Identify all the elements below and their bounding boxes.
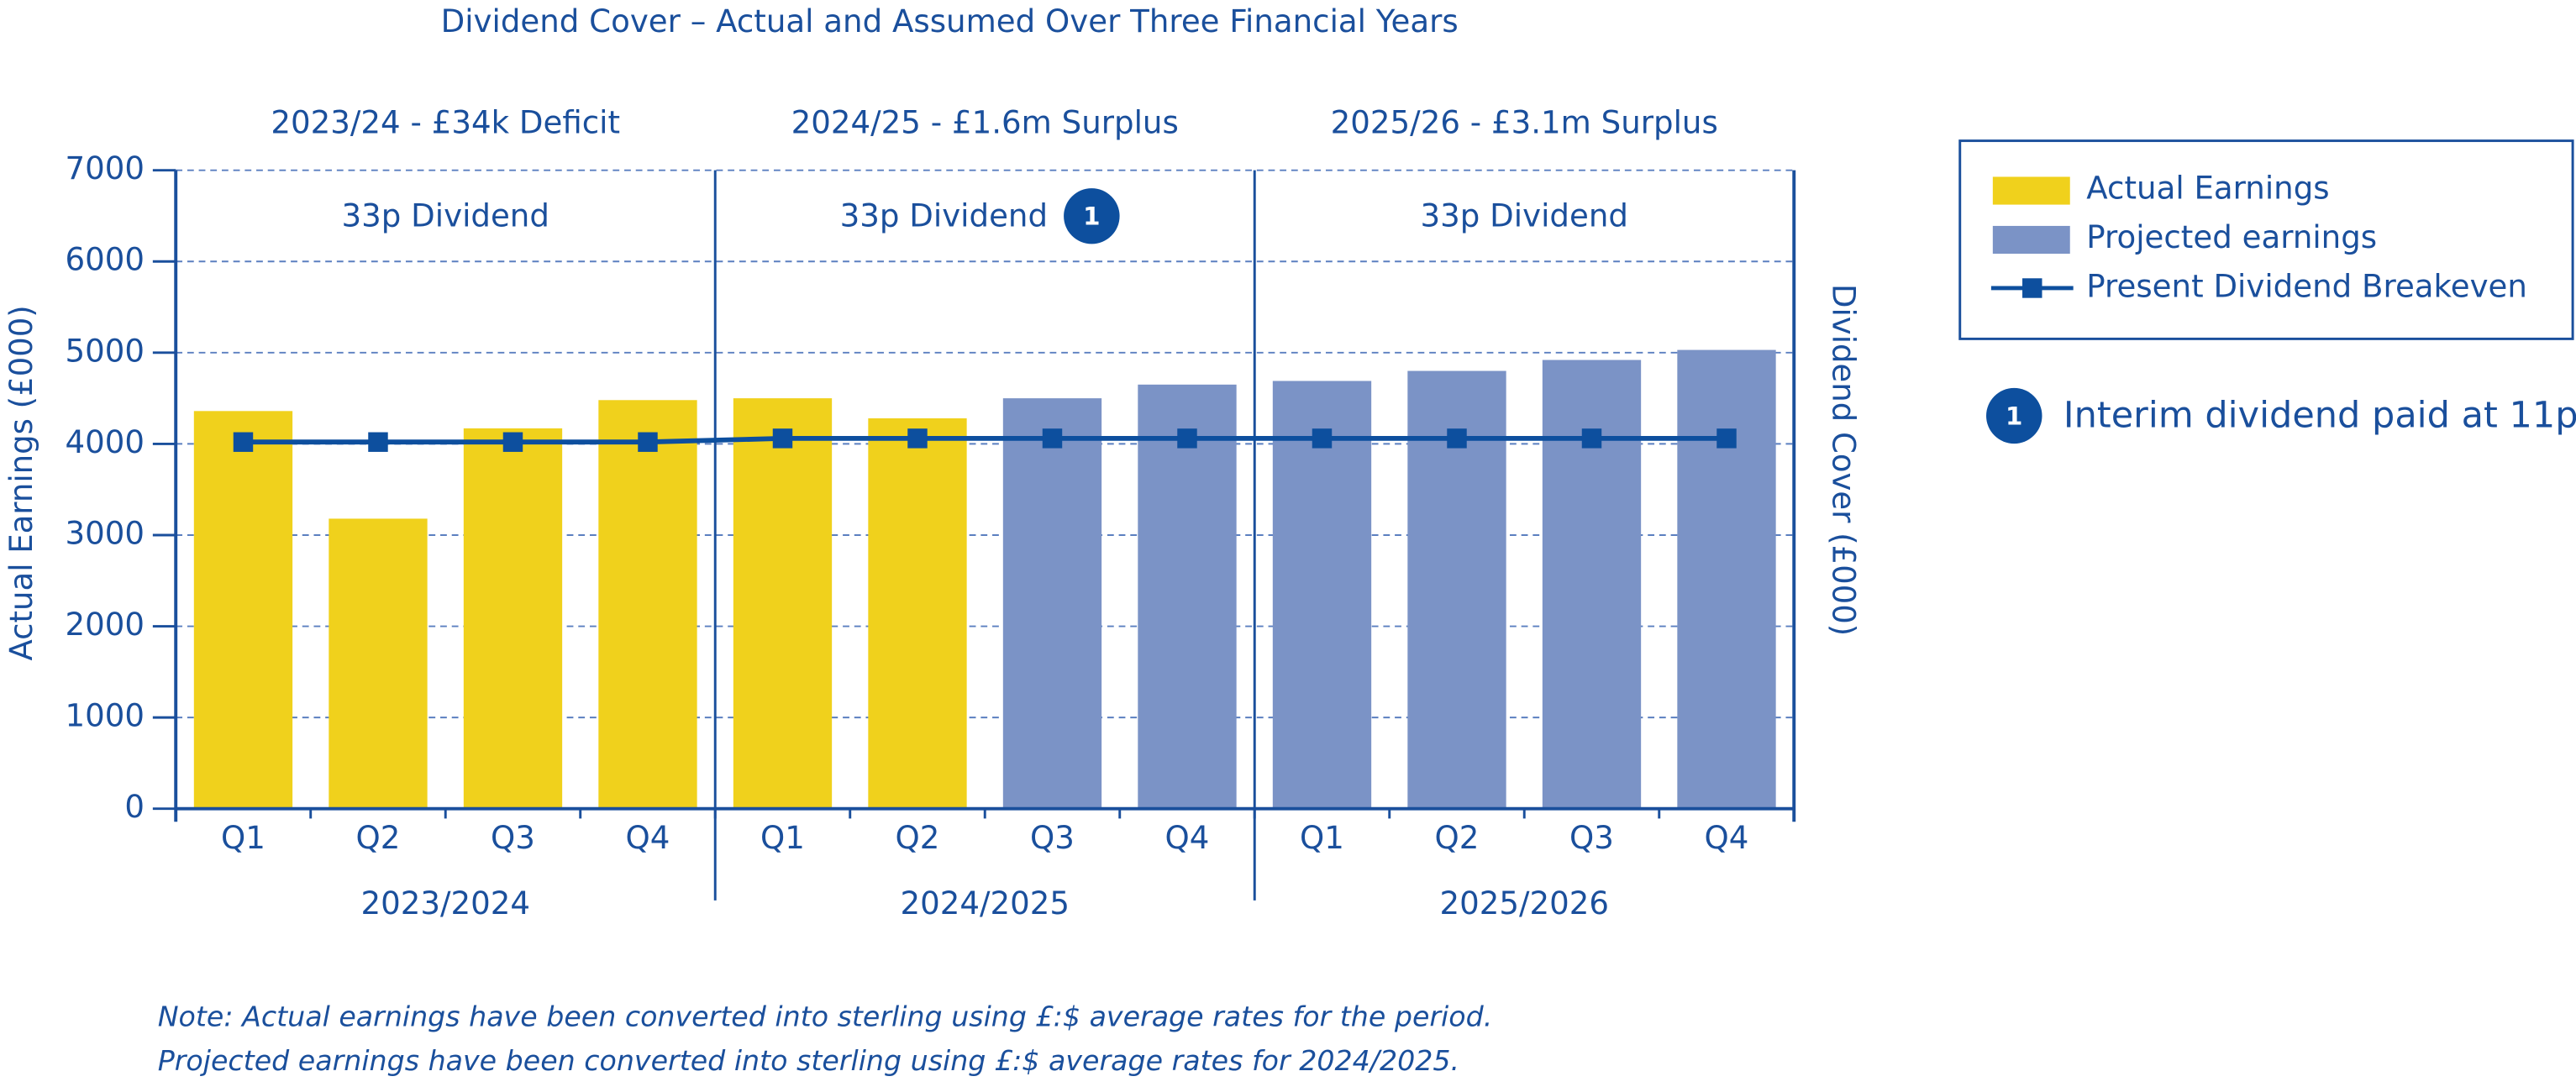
x-tick-label: Q2 bbox=[896, 820, 940, 856]
dividend-label: 33p Dividend bbox=[342, 198, 549, 234]
group-header: 2023/24 - £34k Deficit bbox=[271, 105, 620, 141]
line-marker bbox=[502, 432, 523, 452]
x-tick-label: Q4 bbox=[1165, 820, 1210, 856]
y-tick-label: 1000 bbox=[66, 698, 145, 734]
x-tick-label: Q1 bbox=[760, 820, 805, 856]
line-marker bbox=[1177, 428, 1197, 449]
line-marker bbox=[1581, 428, 1602, 449]
legend-swatch bbox=[1992, 176, 2070, 205]
x-tick-label: Q3 bbox=[491, 820, 535, 856]
bar bbox=[463, 428, 563, 809]
chart-title: Dividend Cover – Actual and Assumed Over… bbox=[441, 3, 1459, 39]
bar bbox=[1272, 381, 1372, 809]
annotation-marker-label: 1 bbox=[1083, 202, 1100, 231]
annotation-marker bbox=[1986, 387, 2042, 444]
legend-swatch bbox=[2022, 278, 2042, 298]
legend-label: Actual Earnings bbox=[2086, 171, 2329, 207]
annotation-text: Interim dividend paid at 11p. bbox=[2063, 394, 2576, 436]
line-marker bbox=[1716, 428, 1737, 449]
annotation-marker-label: 1 bbox=[2006, 402, 2022, 430]
y-tick-label: 7000 bbox=[66, 150, 145, 186]
note: Note: Actual earnings have been converte… bbox=[158, 1000, 1493, 1033]
y-tick-label: 4000 bbox=[66, 424, 145, 460]
x-tick-label: Q2 bbox=[356, 820, 401, 856]
x-tick-label: Q4 bbox=[1705, 820, 1749, 856]
group-header: 2024/25 - £1.6m Surplus bbox=[791, 105, 1179, 141]
y-tick-label: 2000 bbox=[66, 607, 145, 643]
y-tick-label: 0 bbox=[124, 789, 145, 825]
legend-label: Present Dividend Breakeven bbox=[2086, 269, 2527, 305]
line bbox=[243, 435, 1727, 445]
x-tick-label: Q3 bbox=[1030, 820, 1075, 856]
legend-swatch bbox=[1992, 225, 2070, 255]
y-tick-label: 6000 bbox=[66, 242, 145, 278]
line-marker bbox=[1312, 428, 1333, 449]
y-tick-label: 3000 bbox=[66, 516, 145, 552]
y-axis-label: Actual Earnings (£000) bbox=[3, 305, 39, 660]
y-tick-label: 5000 bbox=[66, 333, 145, 369]
line-marker bbox=[772, 428, 793, 449]
bar bbox=[329, 518, 428, 809]
bar bbox=[1002, 398, 1102, 809]
group-label: 2024/2025 bbox=[900, 885, 1070, 922]
bar bbox=[193, 411, 293, 809]
line-marker bbox=[368, 432, 388, 452]
line-marker bbox=[233, 432, 254, 452]
line-marker bbox=[638, 432, 658, 452]
x-tick-label: Q3 bbox=[1569, 820, 1614, 856]
dividend-label: 33p Dividend bbox=[1421, 198, 1628, 234]
x-tick-label: Q1 bbox=[1300, 820, 1344, 856]
dividend-label: 33p Dividend bbox=[840, 198, 1048, 234]
note: Projected earnings have been converted i… bbox=[158, 1044, 1459, 1077]
line-marker bbox=[1447, 428, 1467, 449]
x-tick-label: Q4 bbox=[626, 820, 670, 856]
legend-box bbox=[1958, 139, 2574, 340]
bar bbox=[1542, 360, 1642, 809]
group-header: 2025/26 - £3.1m Surplus bbox=[1331, 105, 1718, 141]
legend-label: Projected earnings bbox=[2086, 219, 2377, 255]
bar bbox=[1138, 384, 1237, 809]
bar bbox=[598, 400, 697, 809]
annotation-marker bbox=[1064, 188, 1120, 244]
line-marker bbox=[1042, 428, 1063, 449]
group-label: 2025/2026 bbox=[1439, 885, 1609, 922]
y2-axis-label: Dividend Cover (£000) bbox=[1825, 284, 1861, 636]
x-tick-label: Q1 bbox=[221, 820, 265, 856]
x-tick-label: Q2 bbox=[1435, 820, 1480, 856]
line-marker bbox=[907, 428, 928, 449]
group-label: 2023/2024 bbox=[360, 885, 530, 922]
bar bbox=[868, 418, 967, 809]
bar bbox=[1677, 349, 1776, 809]
bar bbox=[733, 398, 833, 809]
